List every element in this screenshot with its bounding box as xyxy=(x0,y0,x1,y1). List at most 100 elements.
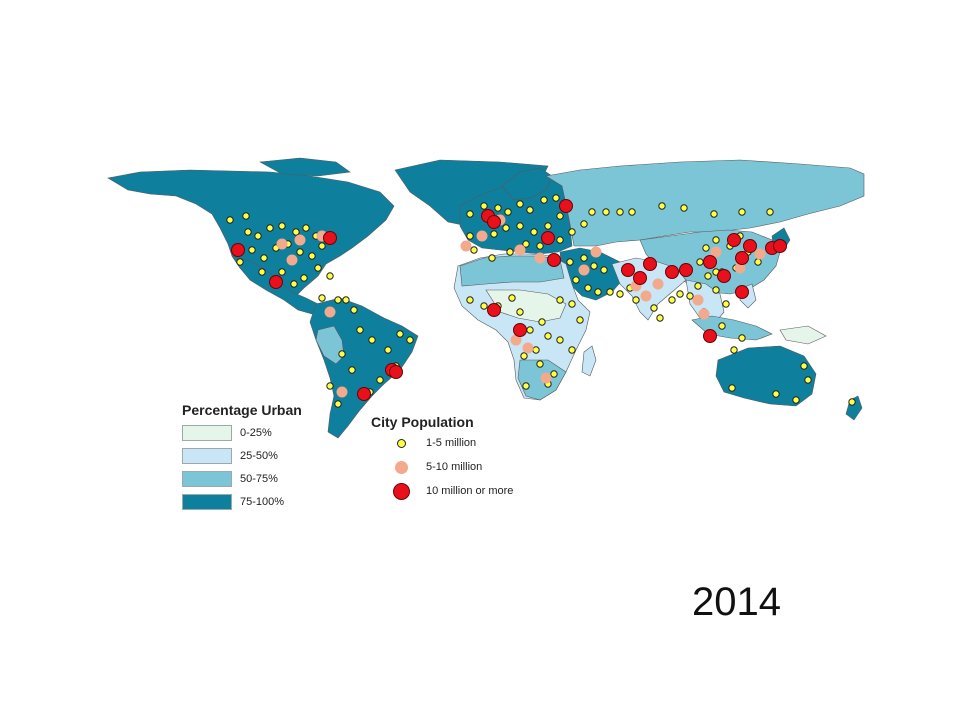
city-marker-small xyxy=(342,296,350,304)
city-marker-small xyxy=(516,200,524,208)
city-marker-small xyxy=(532,346,540,354)
city-marker-small xyxy=(550,370,558,378)
city-marker-large xyxy=(703,255,717,269)
city-marker-medium xyxy=(522,342,534,354)
city-marker-small xyxy=(226,216,234,224)
city-marker-small xyxy=(728,384,736,392)
city-legend-title: City Population xyxy=(371,414,474,430)
city-marker-large xyxy=(513,323,527,337)
city-marker-small xyxy=(616,208,624,216)
city-marker-small xyxy=(516,308,524,316)
region-scandinavia xyxy=(501,167,553,201)
city-marker-small xyxy=(314,264,322,272)
city-marker-large xyxy=(743,239,757,253)
city-marker-small xyxy=(516,222,524,230)
city-marker-large xyxy=(389,365,403,379)
city-marker-large xyxy=(559,199,573,213)
city-marker-medium xyxy=(698,308,710,320)
city-marker-small xyxy=(290,280,298,288)
city-marker-large xyxy=(487,215,501,229)
city-marker-small xyxy=(566,258,574,266)
city-marker-small xyxy=(526,206,534,214)
city-marker-medium xyxy=(460,240,472,252)
city-marker-large xyxy=(231,243,245,257)
city-marker-small xyxy=(568,346,576,354)
city-marker-small xyxy=(680,204,688,212)
city-marker-medium xyxy=(652,278,664,290)
city-marker-large xyxy=(487,303,501,317)
city-label-large: 10 million or more xyxy=(426,485,514,497)
city-marker-small xyxy=(318,294,326,302)
city-marker-large xyxy=(547,253,561,267)
city-marker-small xyxy=(530,228,538,236)
city-marker-small xyxy=(580,220,588,228)
city-marker-small xyxy=(668,296,676,304)
city-label-medium: 5-10 million xyxy=(426,461,483,473)
city-marker-small xyxy=(616,290,624,298)
urban-label-50-75: 50-75% xyxy=(240,473,278,485)
region-madagascar xyxy=(581,345,597,377)
city-marker-small xyxy=(338,350,346,358)
city-marker-small xyxy=(766,208,774,216)
city-marker-medium xyxy=(324,306,336,318)
city-marker-large xyxy=(717,269,731,283)
city-marker-small xyxy=(544,332,552,340)
urban-swatch-0-25 xyxy=(182,425,232,441)
city-marker-small xyxy=(384,346,392,354)
city-marker-small xyxy=(520,352,528,360)
city-marker-small xyxy=(600,266,608,274)
city-marker-large xyxy=(735,251,749,265)
city-marker-small xyxy=(730,346,738,354)
city-marker-small xyxy=(296,248,304,256)
city-marker-small xyxy=(406,336,414,344)
city-marker-medium xyxy=(286,254,298,266)
city-marker-medium xyxy=(754,248,766,260)
city-marker-small xyxy=(712,286,720,294)
city-marker-small xyxy=(656,314,664,322)
city-marker-small xyxy=(292,228,300,236)
city-marker-small xyxy=(326,382,334,390)
city-marker-large xyxy=(773,239,787,253)
city-marker-small xyxy=(540,196,548,204)
city-marker-small xyxy=(576,316,584,324)
city-marker-small xyxy=(502,224,510,232)
city-marker-medium xyxy=(710,246,722,258)
city-marker-small xyxy=(466,210,474,218)
city-marker-small xyxy=(538,318,546,326)
city-marker-small xyxy=(738,334,746,342)
city-marker-large xyxy=(621,263,635,277)
city-marker-small xyxy=(580,254,588,262)
city-marker-small xyxy=(334,400,342,408)
city-marker-small xyxy=(318,242,326,250)
city-marker-small xyxy=(606,288,614,296)
city-marker-small xyxy=(694,282,702,290)
city-marker-small xyxy=(536,360,544,368)
city-marker-small xyxy=(588,208,596,216)
city-marker-small xyxy=(236,258,244,266)
city-marker-small xyxy=(506,248,514,256)
urban-swatch-50-75 xyxy=(182,471,232,487)
urban-label-25-50: 25-50% xyxy=(240,450,278,462)
city-marker-small xyxy=(258,268,266,276)
city-marker-medium xyxy=(476,230,488,242)
city-marker-small xyxy=(584,284,592,292)
urban-swatch-25-50 xyxy=(182,448,232,464)
city-marker-small xyxy=(848,398,856,406)
city-marker-small xyxy=(334,296,342,304)
city-marker-large xyxy=(735,285,749,299)
city-marker-small xyxy=(348,366,356,374)
city-marker-small xyxy=(658,202,666,210)
city-marker-medium xyxy=(578,264,590,276)
city-marker-large xyxy=(679,263,693,277)
city-marker-large xyxy=(269,275,283,289)
city-marker-medium xyxy=(534,252,546,264)
city-marker-small xyxy=(522,382,530,390)
city-marker-small xyxy=(650,304,658,312)
city-marker-small xyxy=(754,258,762,266)
city-marker-small xyxy=(556,236,564,244)
city-marker-small xyxy=(594,288,602,296)
region-papua xyxy=(779,325,827,345)
city-marker-small xyxy=(466,232,474,240)
city-marker-small xyxy=(368,336,376,344)
